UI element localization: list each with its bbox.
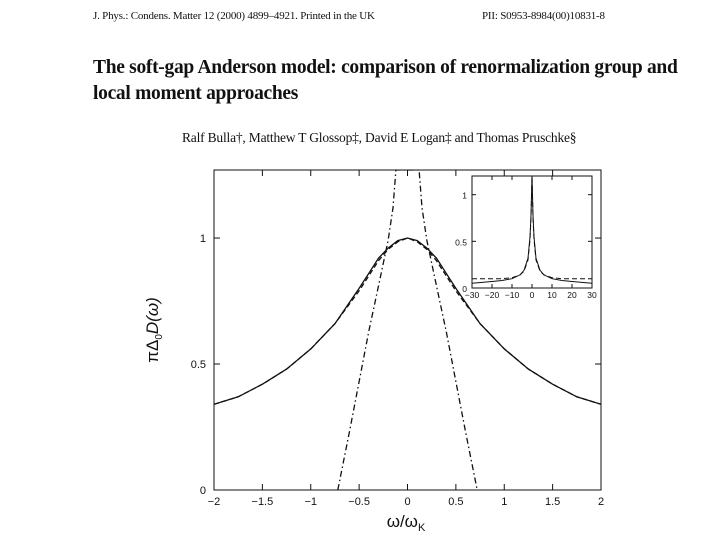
inset-x-tick-label: −10 — [505, 290, 520, 300]
inset-x-tick-label: 0 — [530, 290, 535, 300]
paper-title: The soft-gap Anderson model: comparison … — [93, 57, 678, 104]
inset-x-tick-label: −30 — [465, 290, 480, 300]
x-axis-label: ω/ωK — [387, 512, 426, 534]
inset-series-solid-line — [472, 176, 592, 284]
inset-x-tick-label: −20 — [485, 290, 500, 300]
main-x-tick-label: 0.5 — [448, 496, 463, 508]
y-axis-label: πΔ0D(ω) — [143, 297, 165, 363]
pii-identifier: PII: S0953-8984(00)10831-8 — [482, 10, 605, 22]
inset-y-tick-label: 1 — [462, 191, 467, 201]
journal-citation: J. Phys.: Condens. Matter 12 (2000) 4899… — [93, 10, 375, 22]
inset-y-tick-label: 0.5 — [455, 237, 467, 247]
main-x-tick-label: 0 — [404, 496, 410, 508]
main-y-tick-label: 0.5 — [191, 359, 206, 371]
inset-series-dashed-line — [472, 176, 592, 280]
main-y-tick-label: 0 — [200, 485, 206, 497]
main-x-tick-label: −1.5 — [252, 496, 274, 508]
main-x-tick-label: −1 — [304, 496, 317, 508]
main-x-tick-label: 1 — [501, 496, 507, 508]
main-y-tick-label: 1 — [200, 233, 206, 245]
author-list: Ralf Bulla†, Matthew T Glossop‡, David E… — [182, 130, 577, 145]
inset-x-tick-label: 10 — [547, 290, 557, 300]
main-x-tick-label: 1.5 — [545, 496, 560, 508]
main-x-tick-label: −2 — [208, 496, 221, 508]
main-plot: −2 −1.5 −1 −0.5 0 0.5 1 1.5 200.51 — [191, 169, 604, 508]
inset-plot: −30 −20 −10 0 10 20 30 0 0.5 1 — [455, 175, 597, 300]
inset-x-tick-label: 30 — [587, 290, 597, 300]
main-series-dash-dot-line — [337, 170, 478, 490]
main-x-tick-label: −0.5 — [348, 496, 370, 508]
inset-x-tick-label: 20 — [567, 290, 577, 300]
inset-y-tick-label: 0 — [462, 284, 467, 294]
main-series-solid-line — [214, 237, 601, 405]
main-x-tick-label: 2 — [598, 496, 604, 508]
